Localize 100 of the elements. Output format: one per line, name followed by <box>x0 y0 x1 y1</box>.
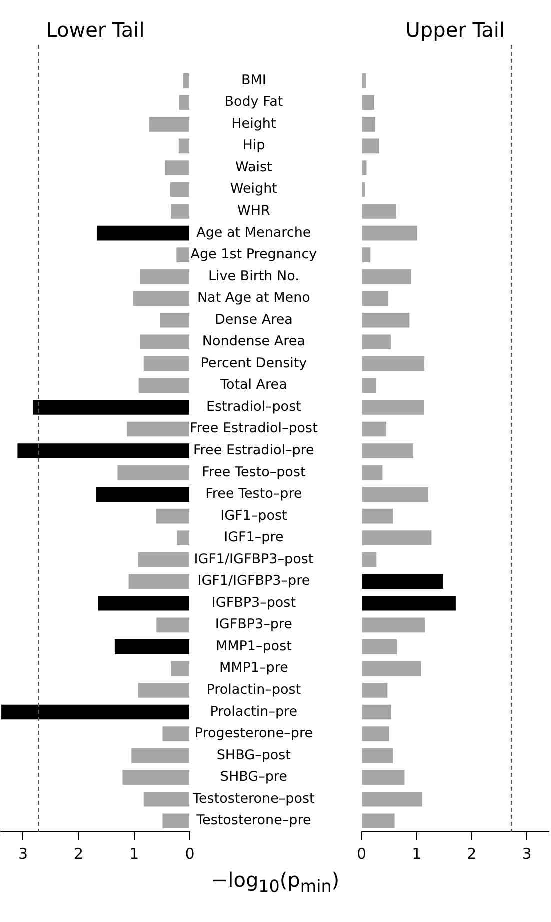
x-tick-label: 0 <box>185 844 195 863</box>
y-tick-label: Body Fat <box>224 94 284 110</box>
bar <box>156 508 190 524</box>
y-tick-label: Dense Area <box>214 312 293 328</box>
x-tick-label: 1 <box>130 844 140 863</box>
bar <box>362 792 422 807</box>
bar <box>140 334 190 350</box>
y-tick-label: Live Birth No. <box>208 268 300 284</box>
y-tick-label: Free Testo–post <box>202 464 306 480</box>
x-tick-label: 0 <box>357 844 367 863</box>
bar <box>362 269 412 284</box>
x-tick-label: 2 <box>467 844 477 863</box>
bar <box>144 792 190 807</box>
bar <box>362 160 367 176</box>
chart-title: Lower Tail <box>46 18 145 42</box>
bar <box>362 640 398 654</box>
bar <box>162 814 190 829</box>
bar <box>96 487 190 502</box>
bar <box>362 422 387 437</box>
y-tick-label: IGF1/IGFBP3–post <box>194 551 314 568</box>
y-tick-label: Age 1st Pregnancy <box>190 246 318 263</box>
bar <box>362 618 426 633</box>
bar <box>362 530 432 546</box>
y-tick-label: MMP1–post <box>216 638 292 654</box>
y-tick-label: IGFBP3–post <box>212 594 296 611</box>
bar <box>164 160 190 176</box>
bar <box>156 618 190 633</box>
bar <box>362 661 422 676</box>
y-tick-label: Estradiol–post <box>206 398 302 415</box>
y-tick-label: Nondense Area <box>202 334 306 350</box>
y-tick-label: Prolactin–pre <box>210 704 298 720</box>
y-tick-label: Prolactin–post <box>206 682 302 698</box>
bar <box>128 574 190 590</box>
x-tick-label: 3 <box>522 844 532 863</box>
y-tick-label: Age at Menarche <box>196 224 312 241</box>
y-tick-label: Free Estradiol–post <box>190 420 318 437</box>
bar <box>362 465 383 480</box>
bar <box>362 312 410 328</box>
bar <box>18 444 190 458</box>
bar <box>362 726 390 742</box>
y-tick-label: Free Estradiol–pre <box>194 442 314 458</box>
bar <box>362 117 376 132</box>
bar <box>362 704 392 720</box>
bar <box>127 422 190 437</box>
bar <box>33 400 190 415</box>
bar <box>183 73 190 88</box>
bar <box>179 95 190 110</box>
y-tick-label: Waist <box>236 159 272 176</box>
bar <box>362 814 395 829</box>
bar <box>132 748 190 764</box>
bar <box>149 117 190 132</box>
bar <box>118 465 190 480</box>
bar <box>362 487 428 502</box>
bar <box>171 204 190 219</box>
y-tick-label: Hip <box>242 138 266 154</box>
x-tick-label: 2 <box>74 844 84 863</box>
y-tick-label: Testosterone–post <box>192 790 315 807</box>
bar <box>362 138 380 154</box>
bar <box>170 182 190 198</box>
bar <box>140 269 190 284</box>
x-tick-label: 1 <box>412 844 422 863</box>
y-tick-label: IGF1–pre <box>224 530 284 546</box>
y-tick-label: SHBG–pre <box>220 769 288 786</box>
bar <box>160 312 190 328</box>
y-tick-label: BMI <box>241 72 266 88</box>
bar <box>178 138 190 154</box>
y-tick-label: IGF1–post <box>220 508 288 524</box>
y-tick-label: Testosterone–pre <box>196 812 312 829</box>
bar <box>122 770 190 785</box>
bar <box>362 683 388 698</box>
bar <box>362 748 394 764</box>
bar <box>171 661 190 676</box>
bar <box>362 95 374 110</box>
bar <box>362 204 396 219</box>
bar <box>362 334 391 350</box>
y-tick-label: Height <box>232 116 276 132</box>
y-tick-label: Progesterone–pre <box>194 726 314 742</box>
bar <box>362 248 371 262</box>
bar <box>133 291 190 306</box>
bar <box>362 378 376 394</box>
bar <box>144 356 190 372</box>
y-tick-label: IGFBP3–pre <box>215 616 292 633</box>
bar <box>138 552 190 568</box>
bar <box>362 226 418 241</box>
y-tick-label: Nat Age at Meno <box>197 290 310 306</box>
y-tick-label: Free Testo–pre <box>206 486 302 502</box>
bar <box>176 248 190 262</box>
chart-title: Upper Tail <box>406 18 505 42</box>
bar <box>177 530 190 546</box>
x-axis-title: −log$_{10}$(p$_{min}$) <box>210 868 341 896</box>
y-tick-label: IGF1/IGFBP3–pre <box>198 573 310 590</box>
y-tick-label: MMP1–pre <box>219 660 288 676</box>
y-tick-label: WHR <box>237 203 270 220</box>
bar <box>362 73 366 88</box>
bar <box>114 640 190 654</box>
bar <box>362 291 388 306</box>
bar <box>138 683 190 698</box>
bar <box>362 444 414 458</box>
bar <box>98 596 190 611</box>
y-tick-label: SHBG–post <box>216 747 291 764</box>
